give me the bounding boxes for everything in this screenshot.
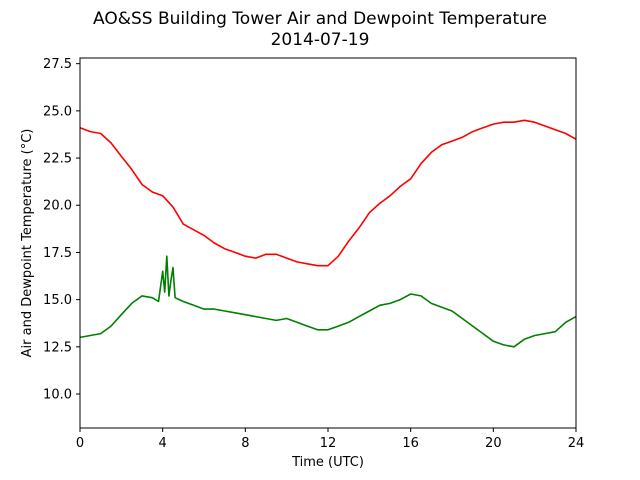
series-line-1 <box>79 119 577 267</box>
x-tick-label: 12 <box>320 436 337 451</box>
y-tick-label: 15.0 <box>43 293 72 308</box>
y-tick-label: 27.5 <box>43 57 72 72</box>
y-tick-label: 22.5 <box>43 152 72 167</box>
chart-subtitle: 2014-07-19 <box>271 30 370 50</box>
x-tick-label: 20 <box>485 436 502 451</box>
y-tick-label: 10.0 <box>43 388 72 403</box>
series-line-2 <box>79 255 577 348</box>
y-axis-label: Air and Dewpoint Temperature (°C) <box>20 129 35 358</box>
series-layer <box>79 119 577 348</box>
x-tick-label: 4 <box>159 436 167 451</box>
x-axis-ticks: 0 4 8 12 16 20 24 <box>76 428 584 451</box>
x-axis-label: Time (UTC) <box>291 455 364 470</box>
y-axis-ticks: 10.0 12.5 15.0 17.5 20.0 22.5 25.0 27.5 <box>43 57 80 403</box>
plot-frame <box>79 57 577 429</box>
y-tick-label: 17.5 <box>43 246 72 261</box>
x-tick-label: 0 <box>76 436 84 451</box>
x-tick-label: 8 <box>241 436 249 451</box>
y-tick-label: 12.5 <box>43 340 72 355</box>
y-tick-label: 25.0 <box>43 104 72 119</box>
y-tick-label: 20.0 <box>43 199 72 214</box>
chart-title: AO&SS Building Tower Air and Dewpoint Te… <box>93 9 547 29</box>
x-tick-label: 24 <box>568 436 585 451</box>
x-tick-label: 16 <box>402 436 419 451</box>
